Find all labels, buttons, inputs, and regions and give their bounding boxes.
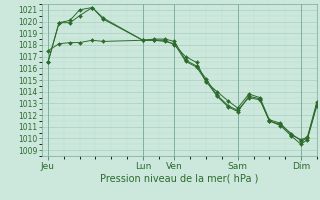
X-axis label: Pression niveau de la mer( hPa ): Pression niveau de la mer( hPa ) xyxy=(100,173,258,183)
